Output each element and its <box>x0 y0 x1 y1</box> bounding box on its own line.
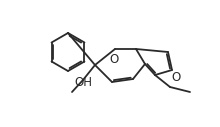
Text: OH: OH <box>74 76 92 89</box>
Text: O: O <box>171 71 180 84</box>
Text: O: O <box>109 53 119 66</box>
